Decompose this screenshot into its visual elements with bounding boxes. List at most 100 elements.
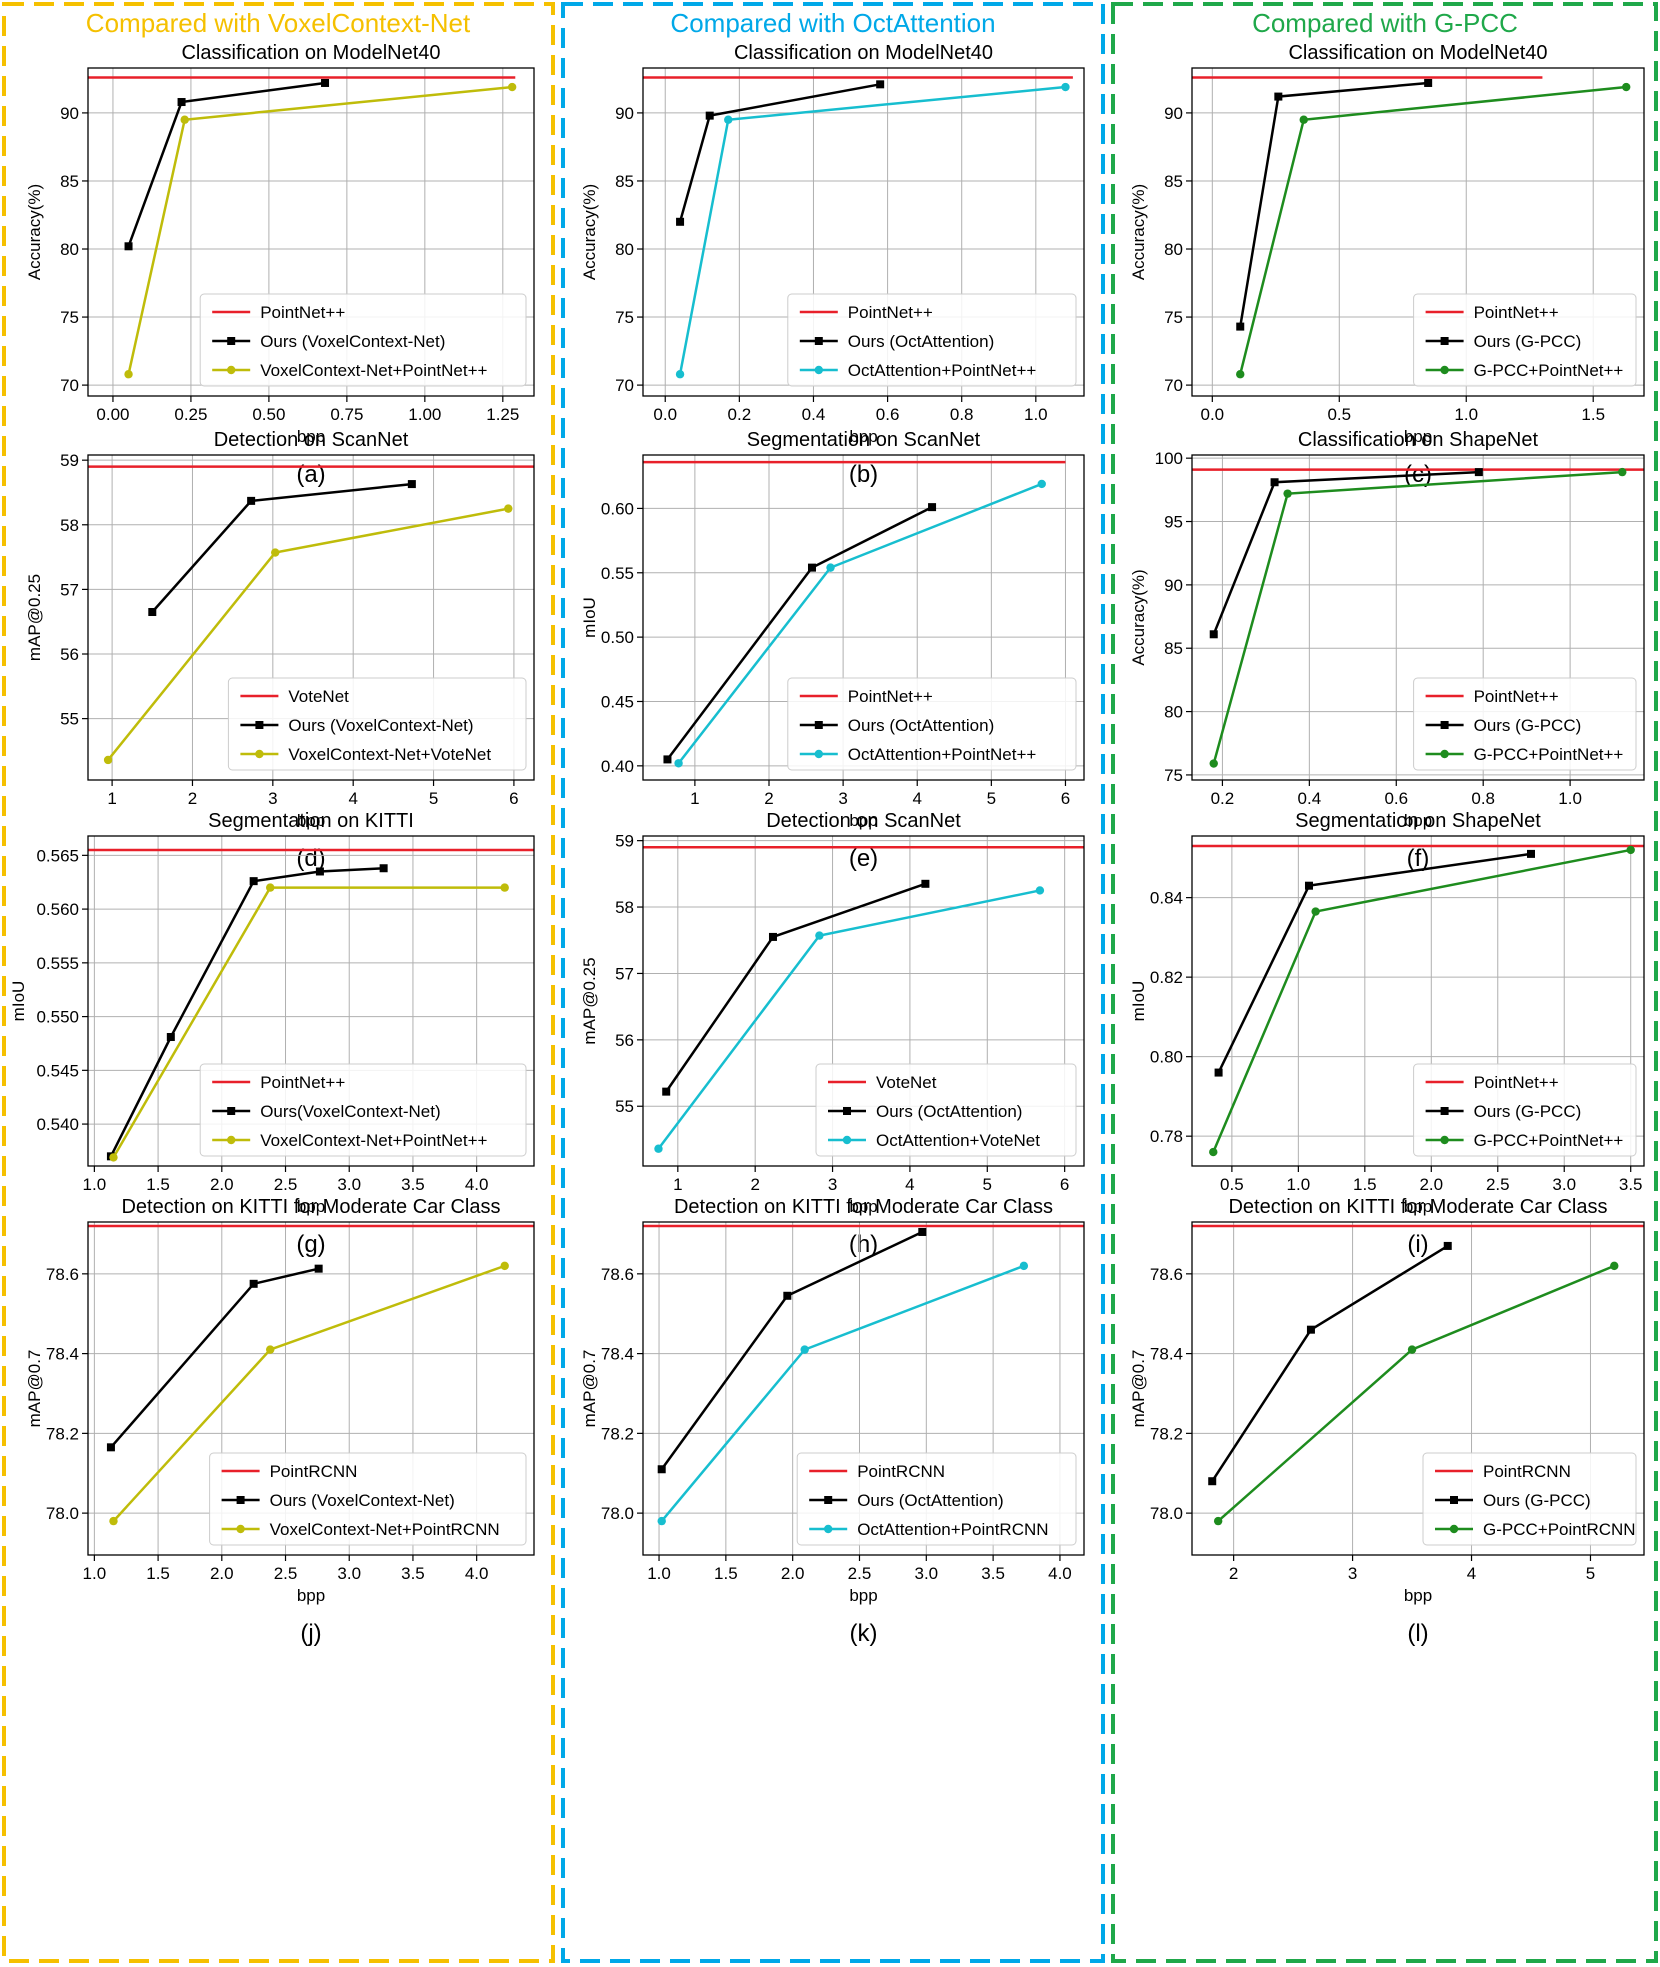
panel-label: (h) [849, 1231, 878, 1258]
x-tick-label: 1.5 [714, 1564, 738, 1583]
data-point-circle [657, 1516, 666, 1526]
axes-frame [87, 835, 535, 1167]
y-tick-label: 78.2 [601, 1424, 634, 1443]
x-tick-label: 0.25 [174, 405, 207, 424]
legend-marker-circle [255, 749, 264, 759]
x-axis-label: bpp [1404, 427, 1432, 446]
legend-marker-square [1440, 721, 1449, 729]
chart-panel: 1.0 1.5 2.0 2.5 3.0 3.5 4.0 0.540 0.545 0.550 0.55… [9, 810, 535, 1258]
legend-box [1413, 1063, 1637, 1157]
x-axis-label: bpp [1404, 811, 1432, 830]
data-point-circle [1037, 479, 1046, 489]
legend-box [1422, 1452, 1637, 1546]
axes-frame [87, 67, 535, 397]
y-tick-label: 80 [60, 240, 79, 259]
legend: PointNet++ Ours (OctAttention) OctAttentio… [787, 293, 1077, 387]
y-tick-label: 56 [60, 645, 79, 664]
y-tick-label: 100 [1155, 449, 1183, 468]
data-point-circle [826, 563, 835, 572]
y-tick-label: 78.4 [601, 1345, 634, 1364]
x-tick-label: 1.0 [83, 1564, 107, 1583]
x-tick-label: 0.5 [1220, 1175, 1244, 1194]
legend-label: Ours (VoxelContext-Net) [288, 716, 473, 735]
column-frame-voxelcontext [2, 2, 555, 1963]
y-tick-label: 0.555 [36, 954, 79, 973]
chart-panel: 0.0 0.2 0.4 0.6 0.8 1.0 70 75 80 85 90 Classificati… [580, 42, 1085, 488]
legend-label: Ours (G-PCC) [1474, 332, 1582, 351]
data-point-circle [1035, 886, 1045, 895]
data-point-square [106, 1443, 115, 1452]
y-tick-label: 70 [615, 376, 634, 395]
legend-marker-circle [236, 1524, 245, 1534]
data-point-circle [1618, 467, 1627, 477]
chart-panel: 0.0 0.5 1.0 1.5 70 75 80 85 90 Classification on … [1129, 42, 1645, 488]
x-tick-label: 0.8 [1471, 789, 1495, 808]
data-point-circle [180, 115, 189, 124]
chart-title: Segmentation on ScanNet [747, 429, 981, 451]
x-tick-label: 5 [983, 1175, 992, 1194]
column-title-octattention: Compared with OctAttention [670, 8, 995, 38]
legend-box [787, 293, 1077, 387]
legend-label: PointNet++ [1474, 1073, 1559, 1092]
x-axis-label: bpp [849, 1586, 877, 1605]
axes-frame [1191, 67, 1645, 397]
y-tick-label: 90 [60, 104, 79, 123]
legend-marker-square [227, 1107, 236, 1115]
legend-marker-square [1440, 1107, 1449, 1115]
x-axis-label: bpp [849, 427, 877, 446]
y-tick-label: 0.540 [36, 1115, 79, 1134]
legend-box [209, 1452, 527, 1546]
x-tick-label: 0.4 [802, 405, 826, 424]
x-tick-label: 2 [750, 1175, 759, 1194]
data-point-circle [103, 755, 113, 765]
data-point-circle [1610, 1261, 1619, 1271]
x-tick-label: 6 [1060, 1175, 1069, 1194]
x-tick-label: 4 [913, 789, 922, 808]
legend-label: G-PCC+PointRCNN [1483, 1520, 1636, 1539]
legend-box [199, 293, 527, 387]
y-tick-label: 0.82 [1150, 968, 1183, 987]
data-point-circle [500, 883, 509, 892]
data-point-circle [1311, 907, 1320, 916]
legend-label: OctAttention+PointNet++ [848, 361, 1037, 380]
legend-marker-square [814, 337, 823, 345]
x-tick-label: 5 [987, 789, 996, 808]
x-tick-label: 5 [429, 789, 438, 808]
x-tick-label: 5 [1586, 1564, 1595, 1583]
chart-panel: 0.00 0.25 0.50 0.75 1.00 1.25 70 75 80 85 90 Classi… [25, 42, 535, 488]
chart-panel: 0.2 0.4 0.6 0.8 1.0 75 80 85 90 95 100 Classificati… [1129, 429, 1645, 872]
legend-label: PointNet++ [1474, 303, 1559, 322]
y-tick-label: 90 [1164, 576, 1183, 595]
legend-label: PointNet++ [1474, 687, 1559, 706]
column-title-voxelcontext: Compared with VoxelContext-Net [86, 8, 471, 38]
panel-label: (a) [296, 461, 325, 488]
data-point-square [921, 879, 930, 888]
chart-title: Detection on ScanNet [214, 429, 409, 451]
legend-label: VoteNet [876, 1073, 937, 1092]
data-point-square [177, 98, 186, 107]
x-tick-label: 1 [107, 789, 116, 808]
data-point-circle [271, 548, 280, 557]
x-tick-label: 1.0 [83, 1175, 107, 1194]
x-tick-label: 4.0 [465, 1175, 489, 1194]
x-tick-label: 6 [1061, 789, 1070, 808]
x-tick-label: 3 [1348, 1564, 1357, 1583]
panel-label: (i) [1407, 1231, 1428, 1258]
legend-marker-circle [814, 365, 823, 375]
data-point-square [315, 867, 324, 876]
x-axis-label: bpp [1404, 1586, 1432, 1605]
x-axis-label: bpp [297, 1197, 325, 1216]
x-tick-label: 2.0 [210, 1564, 234, 1583]
x-tick-label: 0.2 [1211, 789, 1235, 808]
data-point-circle [1209, 1147, 1218, 1157]
charts-container: 0.00 0.25 0.50 0.75 1.00 1.257075808590Classi… [9, 42, 1645, 1647]
x-axis-label: bpp [297, 1586, 325, 1605]
legend-marker-square [843, 1107, 851, 1115]
y-axis-label: mAP@0.7 [580, 1350, 599, 1428]
legend-label: G-PCC+PointNet++ [1474, 745, 1624, 764]
legend-marker-square [255, 721, 264, 729]
x-tick-label: 4.0 [1048, 1564, 1072, 1583]
y-tick-label: 90 [1164, 104, 1183, 123]
data-point-square [1236, 322, 1245, 331]
